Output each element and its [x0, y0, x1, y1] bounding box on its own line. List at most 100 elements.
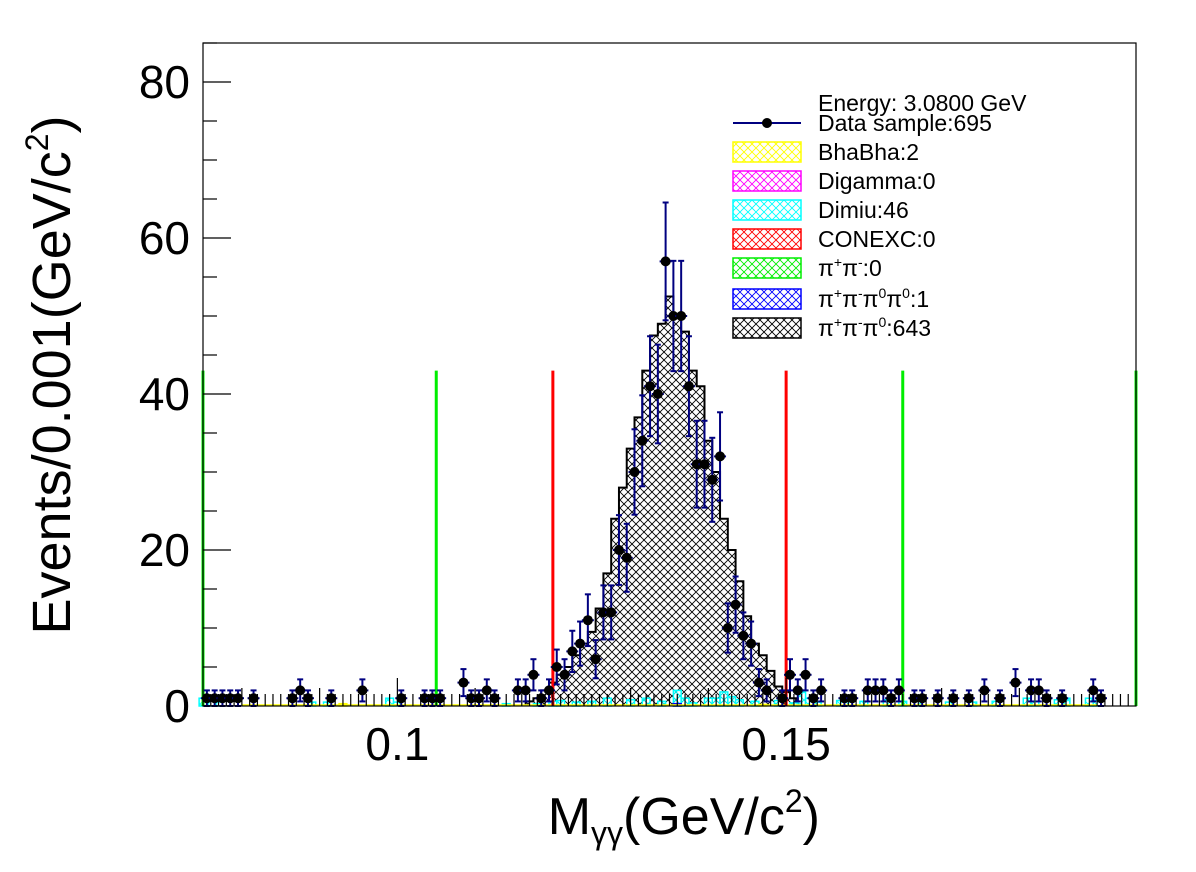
- data-marker: [326, 693, 337, 704]
- data-marker: [590, 654, 601, 665]
- signal-bin: [673, 316, 682, 706]
- data-point: [519, 678, 532, 703]
- data-point: [745, 620, 758, 667]
- legend-marker: [762, 118, 772, 128]
- data-point: [791, 678, 804, 703]
- signal-bin: [642, 370, 651, 706]
- y-axis-title: Events/0.001(GeV/c2): [19, 115, 82, 634]
- legend-swatch: [732, 317, 802, 339]
- data-point: [892, 678, 905, 703]
- legend-label-part: π: [863, 315, 879, 341]
- legend-label: π+π-:0: [818, 254, 882, 281]
- data-marker: [520, 685, 531, 696]
- legend-label: Digamma:0: [818, 168, 936, 194]
- data-marker: [839, 693, 850, 704]
- data-marker: [707, 474, 718, 485]
- signal-bin: [556, 674, 565, 706]
- data-marker: [746, 638, 757, 649]
- legend-swatch: [732, 288, 802, 310]
- y-tick-label: 0: [164, 680, 190, 732]
- data-point: [527, 658, 540, 692]
- data-point: [698, 419, 711, 509]
- data-marker: [528, 669, 539, 680]
- legend-label-sup: +: [834, 254, 842, 270]
- data-marker: [808, 693, 819, 704]
- data-marker: [582, 615, 593, 626]
- data-marker: [201, 693, 212, 704]
- legend-entry-pipipi0pi0: π+π-π0π0:1: [732, 285, 929, 312]
- data-marker: [1026, 685, 1037, 696]
- data-point: [644, 335, 657, 438]
- data-marker: [357, 685, 368, 696]
- x-axis-title-unit: (GeV/c: [623, 788, 785, 846]
- data-marker: [536, 693, 547, 704]
- data-marker: [979, 685, 990, 696]
- data-point: [877, 678, 890, 703]
- data-point: [294, 678, 307, 703]
- svg-text:Events/0.001(GeV/c2): Events/0.001(GeV/c2): [19, 115, 82, 634]
- legend-label-part: π: [842, 315, 858, 341]
- legend-entry-digamma: Digamma:0: [732, 168, 936, 194]
- signal-bin: [587, 631, 596, 706]
- data-point: [558, 658, 571, 692]
- data-marker: [683, 381, 694, 392]
- data-point: [589, 639, 602, 680]
- legend-swatch: [732, 199, 802, 221]
- data-point: [729, 575, 742, 634]
- legend-swatch: [732, 141, 802, 163]
- data-marker: [489, 693, 500, 704]
- data-point: [457, 668, 470, 698]
- legend-label-sup: +: [834, 314, 842, 330]
- data-marker: [1057, 693, 1068, 704]
- legend-entry-bhabha: BhaBha:2: [732, 139, 919, 165]
- legend-label-part: :0: [863, 255, 882, 281]
- data-marker: [209, 693, 220, 704]
- legend-label-part: π: [818, 255, 834, 281]
- data-marker: [232, 693, 243, 704]
- data-marker: [652, 389, 663, 399]
- y-tick-label: 80: [139, 56, 190, 108]
- y-tick-label: 40: [139, 368, 190, 420]
- data-marker: [738, 630, 749, 641]
- legend-label-part: π: [886, 286, 902, 312]
- legend-label-sup: 0: [878, 314, 886, 330]
- legend-energy-label: Energy: 3.0800 GeV: [818, 90, 1027, 116]
- data-marker: [730, 599, 741, 610]
- x-tick-label: 0.1: [365, 718, 429, 770]
- data-marker: [777, 693, 788, 704]
- data-marker: [543, 685, 554, 696]
- data-marker: [1041, 693, 1052, 704]
- x-axis-title-sub: γγ: [591, 815, 623, 851]
- data-marker: [816, 685, 827, 696]
- legend: Energy: 3.0800 GeV Data sample:695 BhaBha…: [732, 90, 1027, 341]
- tick-labels-layer: 0 20 40 60 80 0.1 0.15: [139, 56, 831, 770]
- data-marker: [886, 693, 897, 704]
- signal-bin: [580, 643, 588, 706]
- data-point: [612, 514, 625, 586]
- data-marker: [466, 693, 477, 704]
- data-marker: [458, 677, 469, 688]
- data-marker: [893, 685, 904, 696]
- data-marker: [753, 677, 764, 688]
- signal-bin: [712, 472, 721, 706]
- data-point: [636, 394, 649, 488]
- data-point: [550, 648, 563, 686]
- data-marker: [598, 607, 609, 618]
- data-marker: [1096, 693, 1107, 704]
- x-axis-title-sup: 2: [785, 783, 803, 819]
- signal-bin: [681, 331, 689, 706]
- signal-bin: [751, 643, 759, 706]
- legend-entry-dimiu: Dimiu:46: [732, 197, 909, 223]
- data-marker: [551, 662, 562, 672]
- signal-bin: [618, 487, 627, 706]
- data-marker: [481, 685, 492, 696]
- data-marker: [419, 693, 430, 704]
- data-marker: [722, 623, 733, 633]
- signal-bin: [603, 573, 612, 706]
- data-marker: [862, 685, 873, 696]
- data-marker: [847, 693, 858, 704]
- y-tick-label: 20: [139, 524, 190, 576]
- data-marker: [512, 685, 523, 696]
- legend-label: Dimiu:46: [818, 197, 909, 223]
- legend-label-part: :643: [886, 315, 931, 341]
